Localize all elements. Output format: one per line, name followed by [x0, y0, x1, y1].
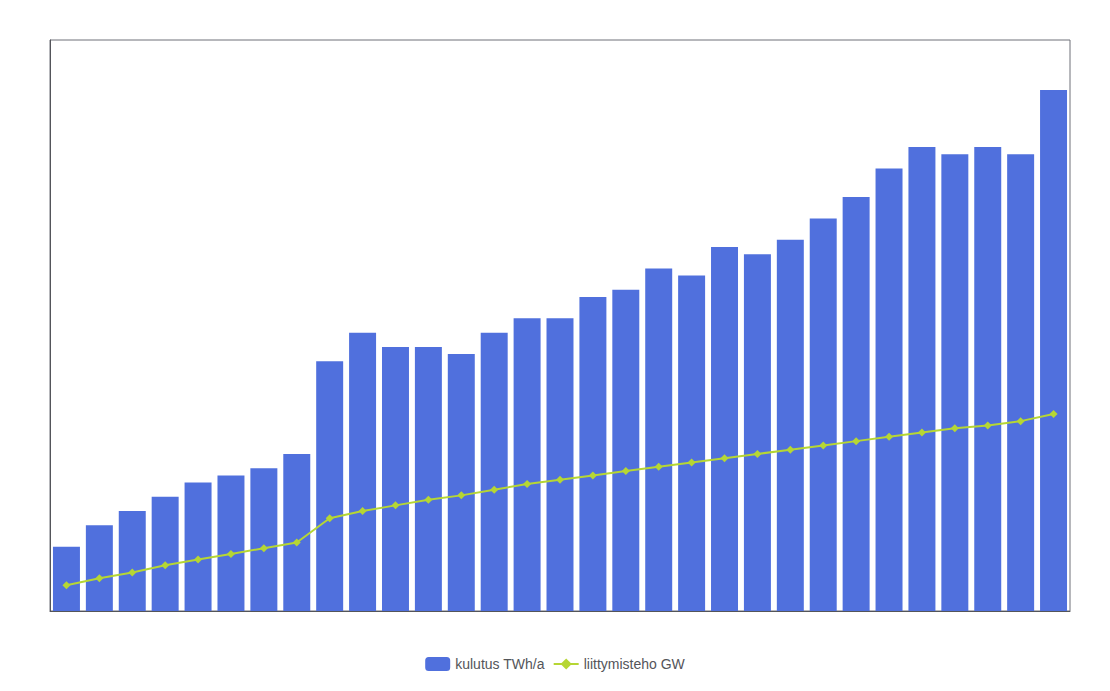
- svg-text:kulutus TWh/a: kulutus TWh/a: [455, 656, 544, 672]
- svg-text:liittymisteho GW: liittymisteho GW: [584, 656, 686, 672]
